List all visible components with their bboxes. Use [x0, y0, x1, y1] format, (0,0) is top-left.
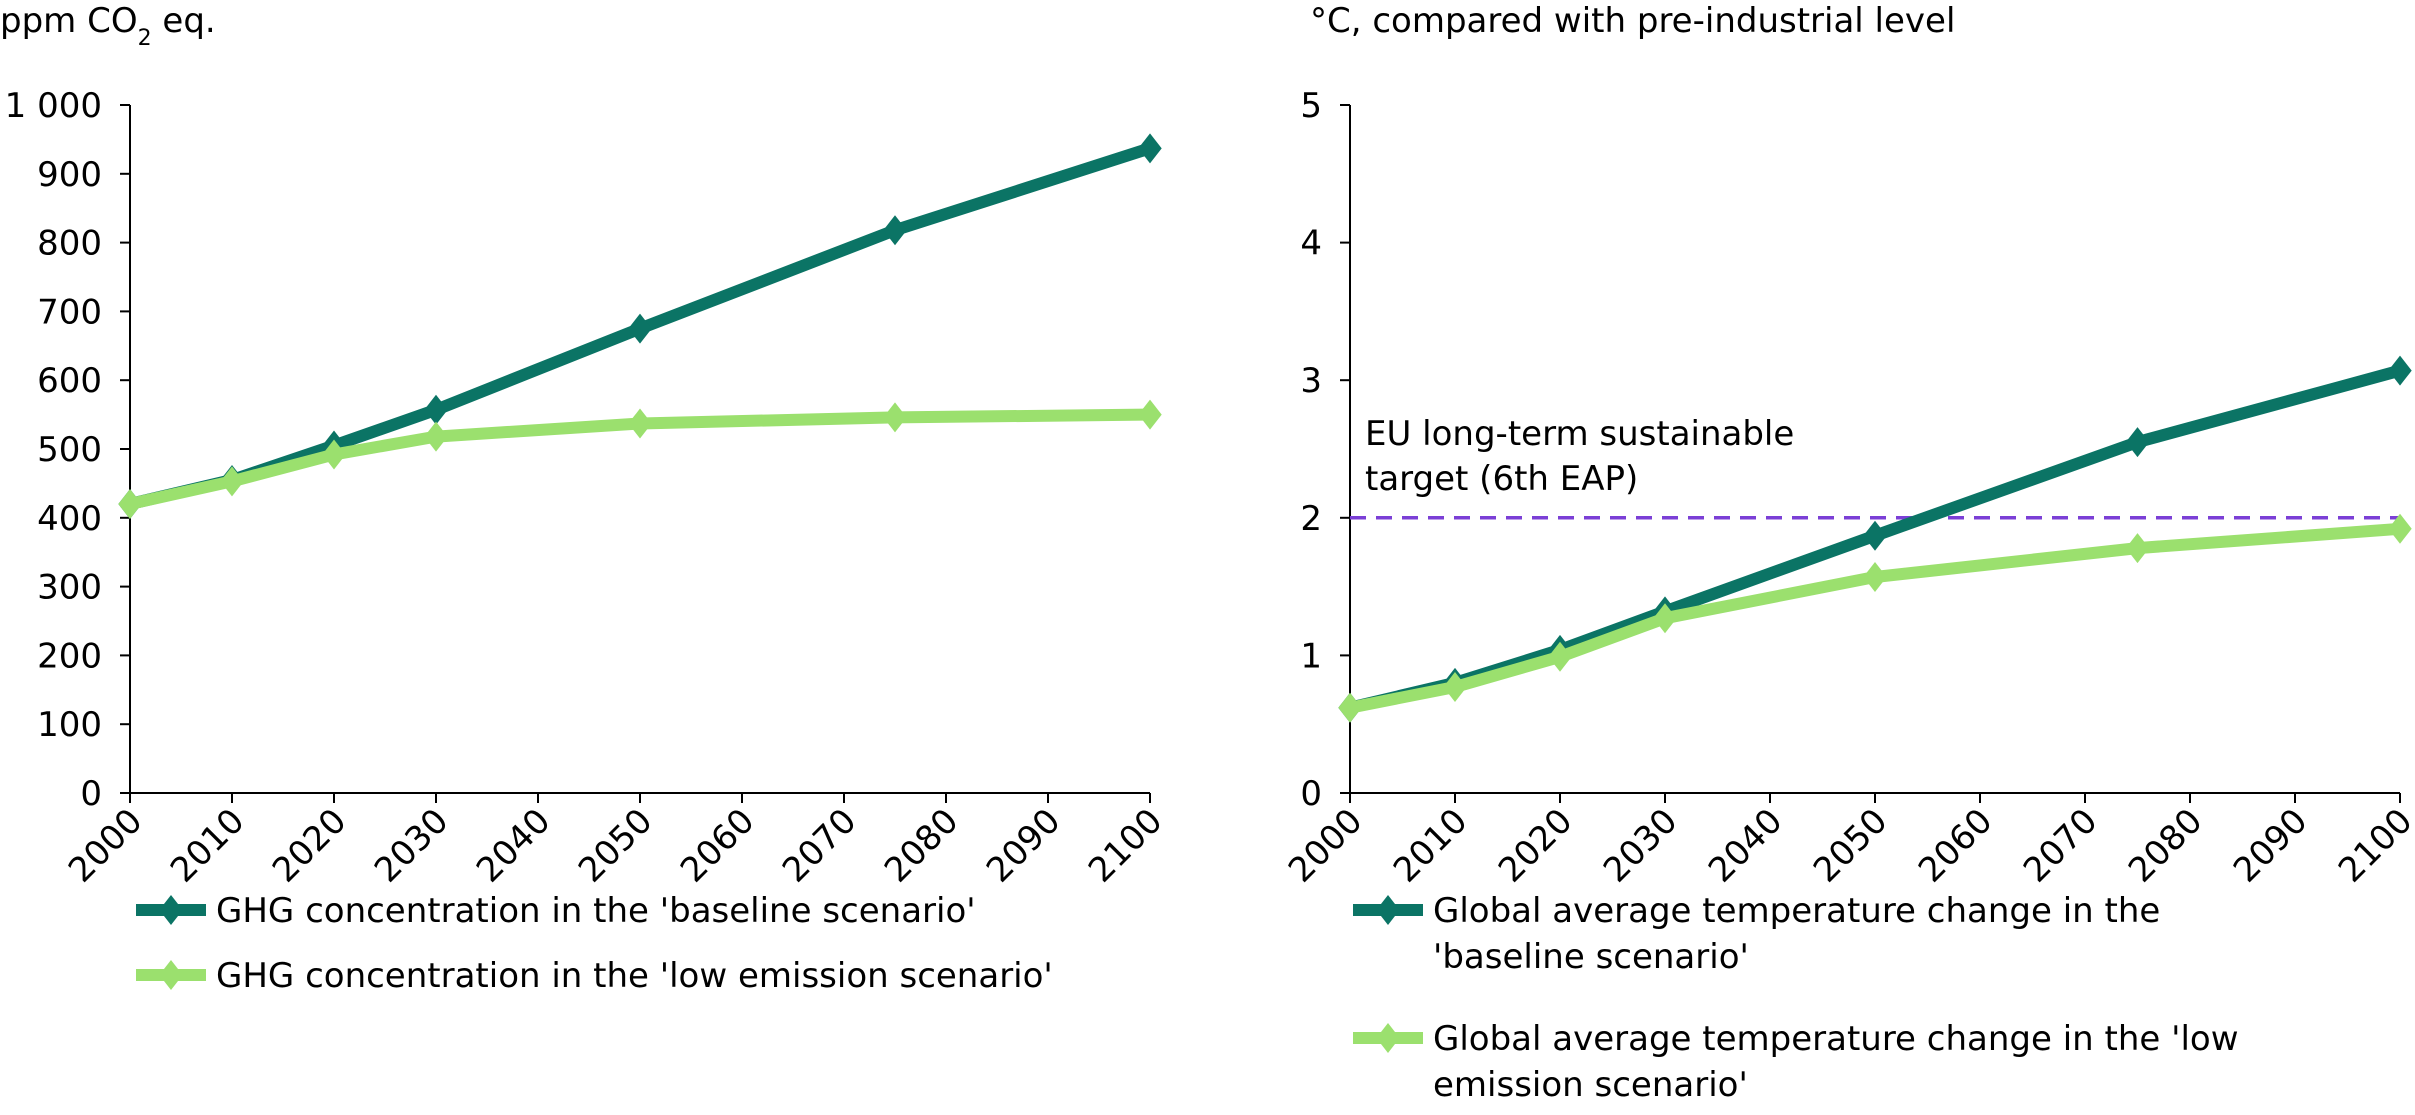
x-tick-label: 2060: [673, 801, 762, 890]
y-tick-label: 100: [37, 705, 102, 745]
ghg-concentration-chart: ppm CO2 eq. 0 100 200 300 400 500 600 700 800 900 1…: [0, 1, 1170, 891]
y-tick-label: 200: [37, 636, 102, 676]
legend-label: 'baseline scenario': [1433, 937, 1749, 977]
legend-label: emission scenario': [1433, 1065, 1748, 1105]
x-tick-label: 2060: [1911, 801, 2000, 890]
data-point-low-emission: [424, 421, 448, 452]
y-unit-label: ppm CO2 eq.: [0, 1, 216, 51]
target-annotation: EU long-term sustainable: [1365, 414, 1794, 454]
data-point-baseline: [2388, 355, 2412, 386]
data-point-low-emission: [118, 489, 142, 520]
data-point-low-emission: [883, 402, 907, 433]
y-unit-label: °C, compared with pre-industrial level: [1310, 1, 1955, 41]
x-tick-label: 2080: [2121, 801, 2210, 890]
data-point-baseline: [2125, 427, 2150, 458]
data-point-low-emission: [322, 439, 346, 470]
x-tick-label: 2050: [571, 801, 660, 890]
x-tick-label: 2100: [1081, 801, 1170, 890]
legend-swatch-marker: [159, 895, 183, 925]
y-tick-label: 800: [37, 224, 102, 264]
data-point-low-emission: [1548, 641, 1572, 672]
y-tick-label: 0: [80, 774, 102, 814]
legend-label: GHG concentration in the 'low emission s…: [216, 956, 1053, 996]
x-tick-label: 2020: [265, 801, 354, 890]
y-tick-label: 3: [1300, 361, 1322, 401]
data-point-low-emission: [1653, 603, 1677, 634]
x-tick-label: 2030: [367, 801, 456, 890]
legends: GHG concentration in the 'baseline scena…: [136, 891, 2239, 1105]
y-tick-label: 500: [37, 430, 102, 470]
y-tick-label: 4: [1300, 224, 1322, 264]
y-tick-label: 300: [37, 568, 102, 608]
data-point-baseline: [1138, 133, 1162, 164]
data-point-low-emission: [220, 466, 244, 497]
y-tick-label: 400: [37, 499, 102, 539]
x-tick-label: 2090: [979, 801, 1068, 890]
series-line-low-emission: [1344, 522, 2406, 714]
x-tick-label: 2100: [2331, 801, 2415, 890]
data-point-low-emission: [1863, 561, 1887, 592]
x-tick-label: 2000: [61, 801, 150, 890]
target-annotation: target (6th EAP): [1365, 459, 1638, 499]
data-point-baseline: [883, 215, 907, 246]
x-tick-label: 2050: [1806, 801, 1895, 890]
data-point-low-emission: [2388, 513, 2412, 544]
x-tick-label: 2020: [1491, 801, 1580, 890]
y-tick-label: 5: [1300, 86, 1322, 126]
data-point-baseline: [628, 313, 652, 344]
temperature-change-chart: °C, compared with pre-industrial level 0 1…: [1281, 1, 2415, 891]
y-tick-label: 1 000: [5, 86, 102, 126]
x-tick-label: 2040: [1701, 801, 1790, 890]
data-point-baseline: [424, 394, 448, 425]
x-tick-label: 2040: [469, 801, 558, 890]
data-point-low-emission: [628, 408, 652, 439]
legend-label: Global average temperature change in the…: [1433, 1019, 2239, 1059]
x-tick-label: 2080: [877, 801, 966, 890]
x-tick-label: 2030: [1596, 801, 1685, 890]
data-point-low-emission: [1443, 672, 1467, 703]
legend-label: GHG concentration in the 'baseline scena…: [216, 891, 976, 931]
legend-label: Global average temperature change in the: [1433, 891, 2160, 931]
y-tick-label: 900: [37, 155, 102, 195]
x-tick-label: 2010: [163, 801, 252, 890]
x-tick-label: 2070: [2016, 801, 2105, 890]
legend-swatch-marker: [1376, 895, 1400, 925]
y-tick-label: 0: [1300, 774, 1322, 814]
data-point-baseline: [1863, 520, 1887, 551]
y-tick-label: 700: [37, 292, 102, 332]
y-tick-label: 1: [1300, 636, 1322, 676]
data-point-low-emission: [2125, 533, 2150, 564]
data-point-low-emission: [1338, 692, 1362, 723]
data-point-low-emission: [1138, 399, 1162, 430]
x-tick-label: 2090: [2226, 801, 2315, 890]
legend-swatch-marker: [1376, 1023, 1400, 1053]
y-tick-label: 600: [37, 361, 102, 401]
x-tick-label: 2000: [1281, 801, 1370, 890]
legend-swatch-marker: [159, 960, 183, 990]
y-tick-label: 2: [1300, 499, 1322, 539]
x-tick-label: 2070: [775, 801, 864, 890]
x-tick-label: 2010: [1386, 801, 1475, 890]
